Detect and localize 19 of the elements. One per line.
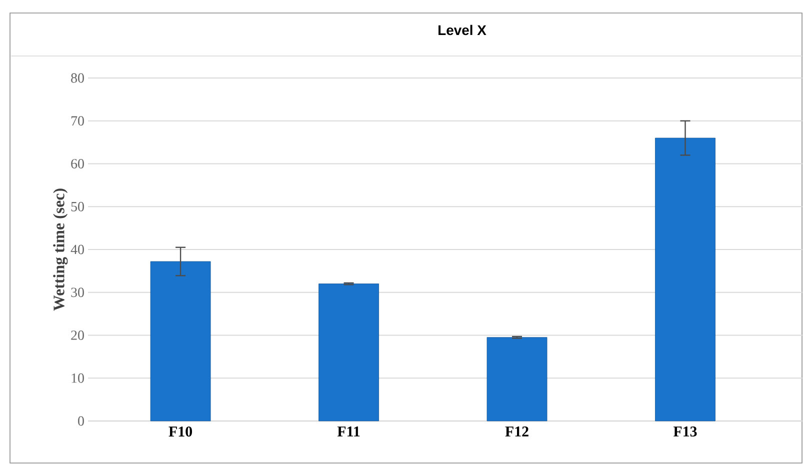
y-tick-label: 60	[71, 159, 84, 168]
y-axis-title: Wetting time (sec)	[53, 188, 68, 311]
x-tick-label: F11	[337, 426, 360, 436]
bar	[486, 337, 548, 422]
y-tick-label: 70	[71, 116, 84, 126]
y-tick-label: 0	[78, 416, 84, 426]
x-tick-label: F10	[168, 426, 192, 437]
y-tick-label: 20	[71, 330, 84, 340]
y-tick-label: 30	[71, 288, 84, 298]
x-tick-label: F13	[673, 426, 697, 437]
bar	[655, 138, 716, 422]
y-tick-label: 80	[71, 73, 84, 83]
bar	[150, 261, 211, 422]
bar	[318, 284, 379, 422]
chart-title: Level X	[438, 24, 486, 36]
y-tick-label: 50	[71, 202, 84, 212]
y-tick-label: 40	[70, 244, 84, 254]
x-tick-label: F12	[505, 426, 528, 436]
y-tick-label: 10	[72, 373, 84, 383]
